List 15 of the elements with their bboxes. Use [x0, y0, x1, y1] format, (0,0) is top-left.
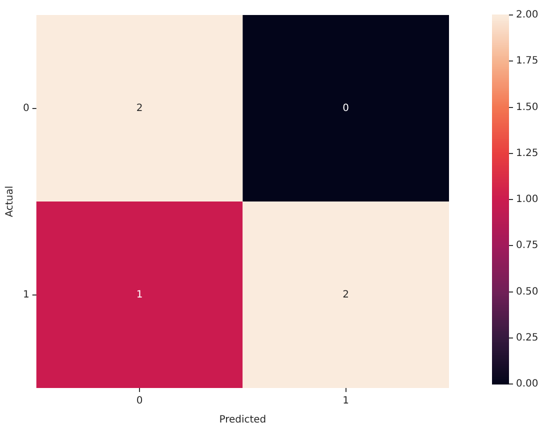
- color-bar-label: 1.00: [516, 194, 538, 206]
- x-axis-title: Predicted: [219, 414, 266, 426]
- data-label: 1: [136, 289, 143, 300]
- color-bar-label: 2.00: [516, 10, 538, 21]
- color-bar-label: 0.75: [516, 240, 538, 252]
- y-axis-title: Actual: [4, 186, 16, 218]
- color-bar-label: 1.50: [516, 102, 538, 113]
- color-bar-label: 1.75: [516, 56, 538, 67]
- color-bar-label: 0.25: [516, 332, 538, 344]
- data-label: 2: [342, 289, 350, 300]
- color-bar-label: 1.25: [516, 148, 538, 159]
- color-bar-label: 0.00: [516, 378, 538, 390]
- color-bar-label: 0.50: [516, 286, 538, 298]
- data-label: 2: [136, 102, 143, 114]
- data-label: 0: [342, 102, 350, 114]
